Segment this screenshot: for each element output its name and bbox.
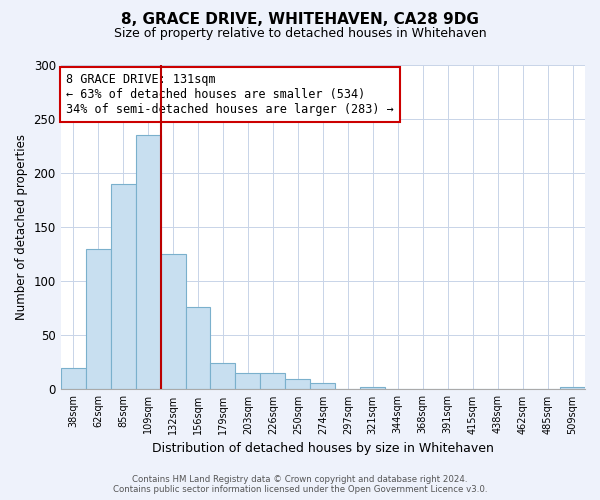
Bar <box>310 383 335 390</box>
Bar <box>110 184 136 390</box>
Text: Size of property relative to detached houses in Whitehaven: Size of property relative to detached ho… <box>113 28 487 40</box>
Bar <box>161 254 185 390</box>
Text: Contains HM Land Registry data © Crown copyright and database right 2024.
Contai: Contains HM Land Registry data © Crown c… <box>113 474 487 494</box>
Bar <box>560 388 585 390</box>
Bar <box>260 373 286 390</box>
Text: 8, GRACE DRIVE, WHITEHAVEN, CA28 9DG: 8, GRACE DRIVE, WHITEHAVEN, CA28 9DG <box>121 12 479 28</box>
Y-axis label: Number of detached properties: Number of detached properties <box>15 134 28 320</box>
Bar <box>286 378 310 390</box>
Bar <box>136 136 161 390</box>
Bar <box>185 307 211 390</box>
Bar <box>235 373 260 390</box>
Text: 8 GRACE DRIVE: 131sqm
← 63% of detached houses are smaller (534)
34% of semi-det: 8 GRACE DRIVE: 131sqm ← 63% of detached … <box>66 73 394 116</box>
Bar <box>86 249 110 390</box>
Bar <box>360 388 385 390</box>
X-axis label: Distribution of detached houses by size in Whitehaven: Distribution of detached houses by size … <box>152 442 494 455</box>
Bar <box>61 368 86 390</box>
Bar <box>211 364 235 390</box>
